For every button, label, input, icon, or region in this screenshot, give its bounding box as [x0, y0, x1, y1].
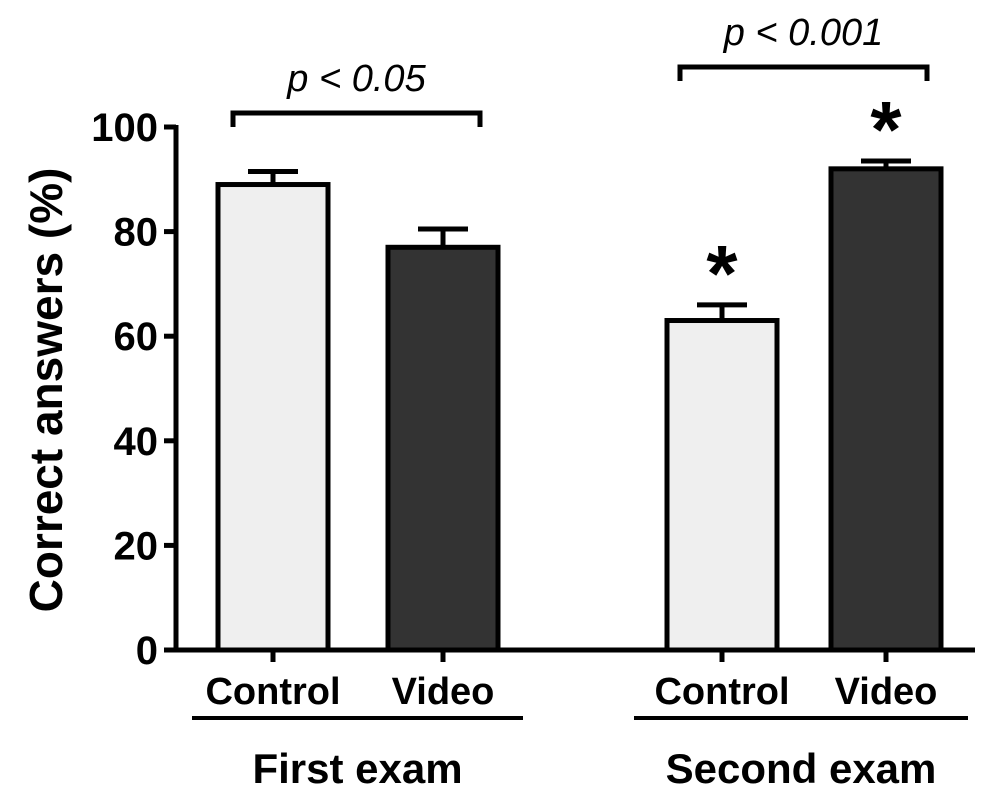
y-tick-label: 0	[136, 629, 158, 673]
y-tick-label: 80	[114, 211, 159, 255]
comparison-bracket	[230, 110, 483, 127]
bar-control	[664, 318, 780, 653]
significance-star: *	[870, 85, 902, 174]
annotations: p < 0.05 * * p < 0.001	[230, 12, 930, 318]
axes: 0 20 40 60 80 100 Control Video First exam Contro…	[91, 106, 975, 792]
group-label: Second exam	[666, 745, 937, 792]
p-value-label: p < 0.05	[286, 58, 426, 100]
y-tick-label: 60	[114, 315, 159, 359]
significance-star: *	[706, 229, 738, 318]
category-label: Video	[392, 671, 495, 713]
group-label: First exam	[252, 745, 462, 792]
category-label: Control	[654, 671, 789, 713]
bars	[215, 158, 944, 653]
bar-control	[215, 182, 331, 653]
bar-video	[385, 244, 501, 653]
p-value-label: p < 0.001	[723, 12, 884, 54]
category-label: Control	[205, 671, 340, 713]
bar-video	[828, 166, 944, 653]
y-tick-label: 20	[114, 524, 159, 568]
y-tick-label: 40	[114, 420, 159, 464]
y-tick-label: 100	[91, 106, 158, 150]
y-axis-label: Correct answers (%)	[20, 168, 72, 613]
category-label: Video	[835, 671, 938, 713]
comparison-bracket	[677, 64, 930, 81]
